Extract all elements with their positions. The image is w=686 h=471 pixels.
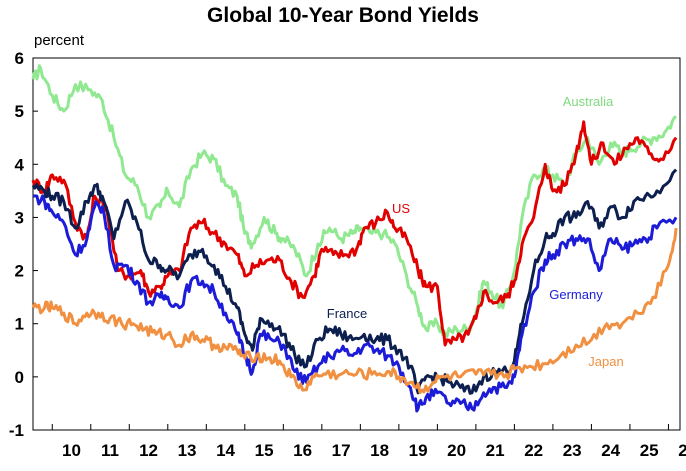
x-tick-label: 24 (601, 441, 620, 460)
x-tick-label: 19 (409, 441, 428, 460)
x-tick-label: 25 (640, 441, 659, 460)
series-labels: Australia US France Germany Japan (327, 94, 624, 369)
y-tick-label: 1 (15, 315, 24, 334)
y-tick-label: 3 (15, 208, 24, 227)
x-tick-label: 20 (447, 441, 466, 460)
x-tick-label: 16 (293, 441, 312, 460)
x-tick-label: 12 (139, 441, 158, 460)
y-tick-label: 5 (15, 102, 24, 121)
series-line-us (31, 120, 678, 347)
series-label-australia: Australia (563, 94, 614, 109)
x-tick-label: 10 (62, 441, 81, 460)
series-lines (31, 64, 678, 413)
x-tick-label: 11 (101, 441, 119, 460)
x-tick-label: 22 (524, 441, 543, 460)
series-line-germany (32, 194, 678, 413)
x-tick-label: 17 (332, 441, 351, 460)
x-tick-label: 26 (678, 441, 686, 460)
y-tick-label: -1 (9, 421, 24, 440)
y-axis-label: percent (34, 32, 85, 49)
x-tick-label: 14 (216, 441, 235, 460)
series-label-japan: Japan (588, 354, 623, 369)
series-label-france: France (327, 306, 367, 321)
x-tick-label: 21 (486, 441, 505, 460)
series-label-us: US (392, 201, 410, 216)
chart-title: Global 10-Year Bond Yields (207, 4, 479, 27)
x-tick-label: 23 (563, 441, 582, 460)
y-axis: 6 5 4 3 2 1 0 -1 (9, 49, 38, 440)
y-tick-label: 0 (15, 368, 24, 387)
y-tick-label: 2 (15, 262, 24, 281)
series-line-japan (31, 227, 678, 395)
x-axis: 10 11 12 13 14 15 16 17 18 19 20 21 22 23 24 25 26 (51, 424, 686, 460)
x-tick-label: 13 (178, 441, 197, 460)
y-tick-label: 6 (15, 49, 24, 68)
x-tick-label: 15 (255, 441, 274, 460)
series-line-france (31, 168, 678, 395)
plot-area-frame (32, 57, 681, 431)
x-tick-label: 18 (370, 441, 389, 460)
y-tick-label: 4 (15, 155, 25, 174)
series-label-germany: Germany (549, 287, 603, 302)
